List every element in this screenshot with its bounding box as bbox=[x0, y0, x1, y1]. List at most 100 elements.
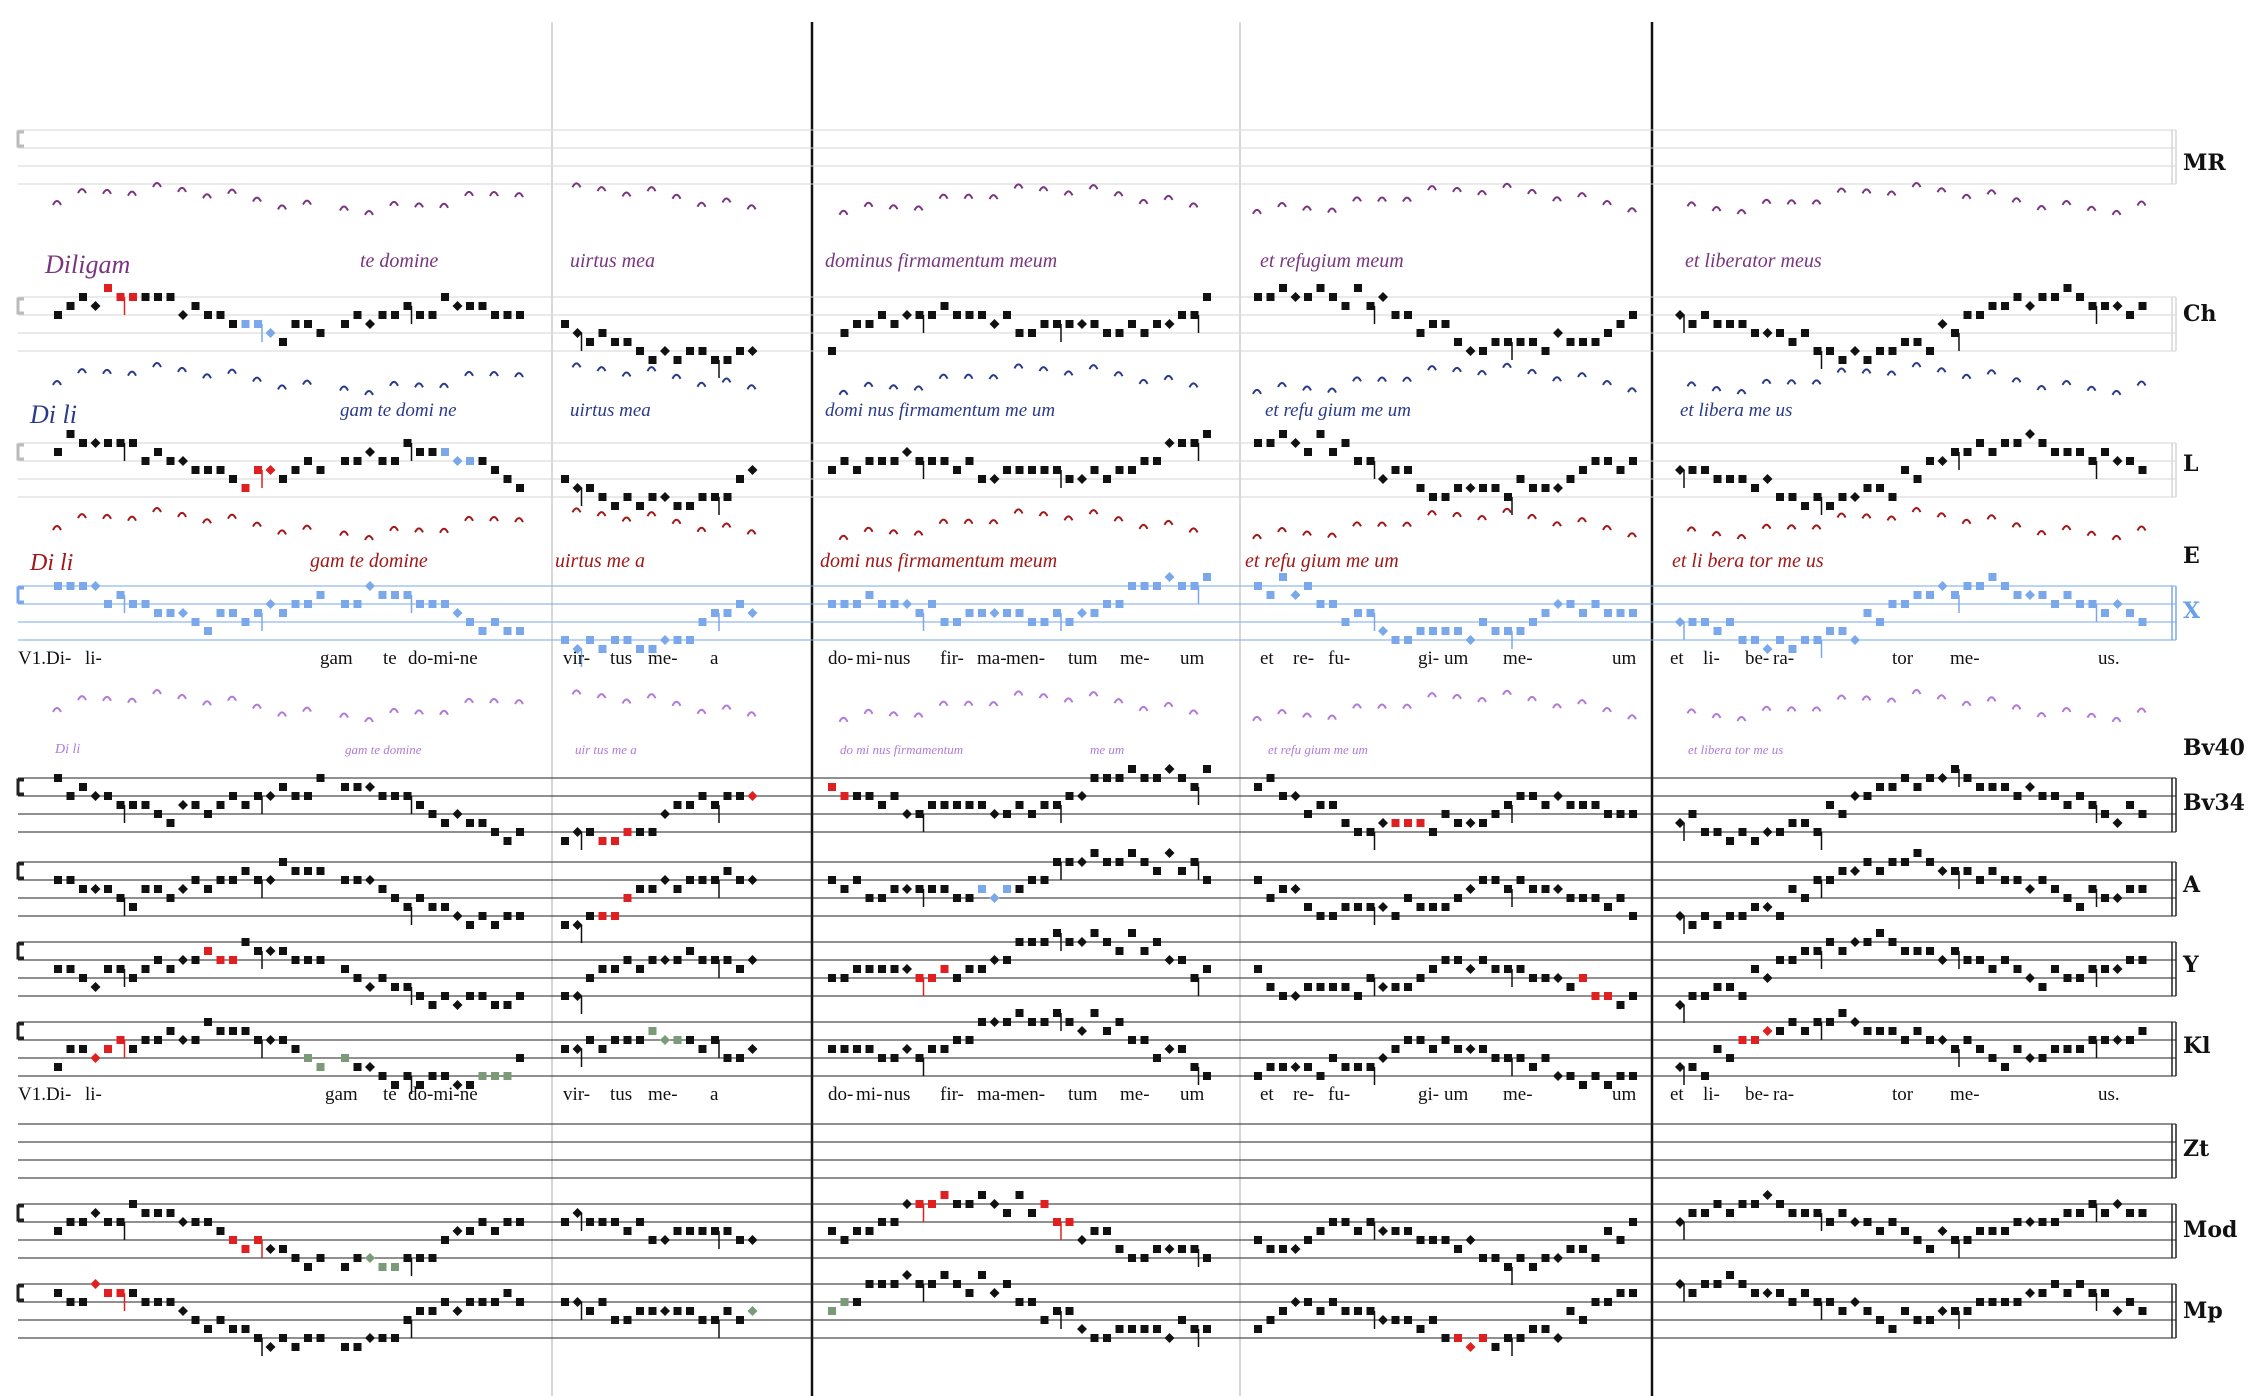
manuscript-neume bbox=[339, 205, 349, 211]
syllable: a bbox=[710, 648, 719, 669]
neume-note bbox=[1616, 1072, 1625, 1080]
neume-note bbox=[711, 609, 719, 617]
neume-note bbox=[1077, 474, 1087, 484]
neume-note bbox=[2025, 884, 2035, 894]
manuscript-neume bbox=[2061, 525, 2072, 531]
neume-note bbox=[353, 600, 362, 608]
syllable: me- bbox=[1503, 648, 1533, 669]
neume-note bbox=[1579, 1081, 1587, 1089]
neume-note bbox=[1090, 1009, 1099, 1017]
neume-note bbox=[441, 448, 449, 456]
neume-note bbox=[1140, 947, 1149, 955]
neume-note bbox=[291, 320, 300, 328]
neume-note bbox=[265, 1342, 276, 1352]
neume-note bbox=[316, 329, 325, 337]
neume-note bbox=[1304, 293, 1312, 301]
manuscript-neume bbox=[414, 709, 424, 715]
neume-note bbox=[466, 992, 474, 1000]
neume-note bbox=[2076, 600, 2084, 608]
neume-note bbox=[1366, 903, 1375, 911]
neume-note bbox=[241, 320, 250, 328]
neume-note bbox=[1988, 448, 1997, 456]
neume-note bbox=[1616, 1001, 1625, 1009]
neume-note bbox=[1053, 929, 1061, 937]
neume-note bbox=[1128, 320, 1136, 328]
neume-note bbox=[1003, 466, 1011, 474]
neume-note bbox=[1003, 311, 1011, 319]
neume-note bbox=[1504, 1334, 1512, 1342]
neume-note bbox=[989, 474, 1000, 484]
neume-note bbox=[1688, 466, 1697, 474]
neume-note bbox=[1065, 858, 1074, 866]
neume-note bbox=[636, 347, 644, 355]
neume-note bbox=[1140, 329, 1149, 337]
neume-note bbox=[1516, 1254, 1525, 1262]
manuscript-neume bbox=[2136, 525, 2147, 531]
neume-note bbox=[572, 1044, 583, 1054]
ch-word: dominus firmamentum meum bbox=[825, 250, 1058, 272]
neume-note bbox=[291, 956, 300, 964]
neume-note bbox=[1988, 1054, 1997, 1062]
neume-note bbox=[1040, 1316, 1049, 1324]
neume-note bbox=[2076, 974, 2084, 982]
neume-note bbox=[204, 947, 212, 955]
neume-note bbox=[129, 1200, 137, 1208]
neume-note bbox=[265, 1035, 276, 1045]
neume-note bbox=[2013, 293, 2022, 301]
neume-note bbox=[1675, 1062, 1685, 1072]
neume-note bbox=[191, 1218, 200, 1226]
neume-note bbox=[66, 876, 75, 884]
manuscript-neume bbox=[1961, 518, 1972, 525]
manuscript-neume bbox=[1038, 693, 1049, 699]
neume-note bbox=[1479, 956, 1487, 964]
neume-note bbox=[229, 1325, 237, 1333]
neume-note bbox=[79, 1218, 87, 1226]
siglum-Bv40: Bv40 bbox=[2183, 735, 2245, 761]
manuscript-neume bbox=[1552, 703, 1562, 709]
neume-note bbox=[365, 782, 375, 792]
manuscript-neume bbox=[1911, 182, 1922, 188]
neume-note bbox=[1290, 590, 1301, 600]
neume-note bbox=[478, 302, 487, 310]
neume-note bbox=[416, 992, 424, 1000]
neume-note bbox=[1553, 599, 1563, 609]
neume-note bbox=[116, 293, 125, 301]
neume-note bbox=[452, 911, 463, 921]
neume-note bbox=[1616, 609, 1625, 617]
neume-note bbox=[2038, 1054, 2047, 1062]
neume-note bbox=[1441, 627, 1450, 635]
neume-note bbox=[378, 591, 387, 599]
neume-note bbox=[2051, 293, 2059, 301]
manuscript-neume bbox=[863, 201, 874, 208]
neume-note bbox=[1850, 1217, 1860, 1227]
manuscript-neume bbox=[1502, 182, 1512, 189]
neume-note bbox=[54, 774, 62, 782]
syllable: tor bbox=[1892, 1084, 1914, 1105]
neume-note bbox=[2076, 1209, 2084, 1217]
neume-note bbox=[723, 493, 732, 501]
neume-note bbox=[452, 809, 463, 819]
manuscript-neume bbox=[1252, 388, 1262, 395]
neume-note bbox=[1801, 1289, 1809, 1297]
neume-note bbox=[216, 466, 225, 474]
syllable: vir- bbox=[563, 648, 591, 669]
neume-note bbox=[204, 627, 212, 635]
manuscript-neume bbox=[1252, 715, 1262, 722]
neume-note bbox=[304, 956, 312, 964]
neume-note bbox=[1901, 1227, 1909, 1235]
neume-note bbox=[1988, 573, 1997, 581]
neume-note bbox=[1128, 1254, 1136, 1262]
syllable: li- bbox=[85, 648, 102, 669]
neume-note bbox=[1863, 858, 1872, 866]
neume-note bbox=[2063, 591, 2072, 599]
neume-note bbox=[1751, 837, 1759, 845]
l-neume-text: Di li gam te domi ne uirtus mea domi nus… bbox=[0, 400, 2180, 440]
manuscript-neume bbox=[571, 182, 582, 188]
neume-note bbox=[1040, 801, 1049, 809]
neume-note bbox=[1529, 1063, 1537, 1071]
manuscript-neume bbox=[2136, 707, 2147, 713]
manuscript-neume bbox=[1861, 188, 1872, 194]
neume-note bbox=[241, 801, 250, 809]
neume-note bbox=[1913, 475, 1922, 483]
c-clef bbox=[16, 942, 24, 960]
